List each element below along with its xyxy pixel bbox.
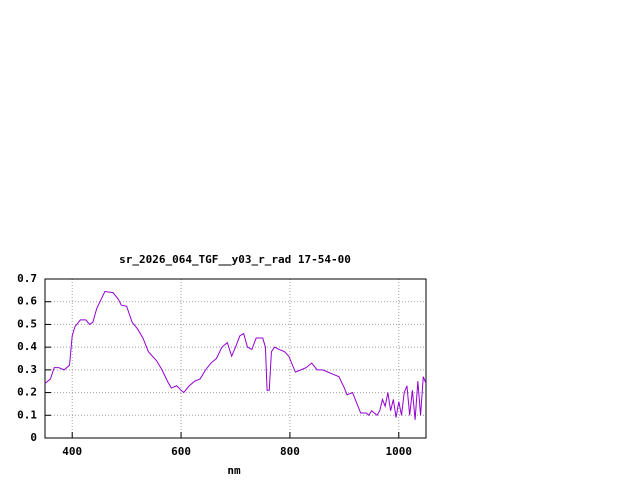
plot-border	[44, 278, 427, 439]
y-tick-label: 0	[30, 431, 37, 444]
y-tick-label: 0.5	[17, 317, 37, 330]
y-tick-label: 0.1	[17, 408, 37, 421]
x-tick-label: 1000	[386, 445, 413, 458]
y-tick-label: 0.7	[17, 272, 37, 285]
x-tick-label: 400	[62, 445, 82, 458]
data-line	[44, 290, 427, 420]
y-tick-label: 0.2	[17, 386, 37, 399]
x-tick-label: 600	[171, 445, 191, 458]
chart-title: sr_2026_064_TGF__y03_r_rad 17-54-00	[119, 253, 351, 266]
x-tick-label: 800	[280, 445, 300, 458]
y-tick-label: 0.6	[17, 295, 37, 308]
x-axis-label: nm	[227, 464, 241, 477]
y-tick-label: 0.4	[17, 340, 37, 353]
y-tick-label: 0.3	[17, 363, 37, 376]
